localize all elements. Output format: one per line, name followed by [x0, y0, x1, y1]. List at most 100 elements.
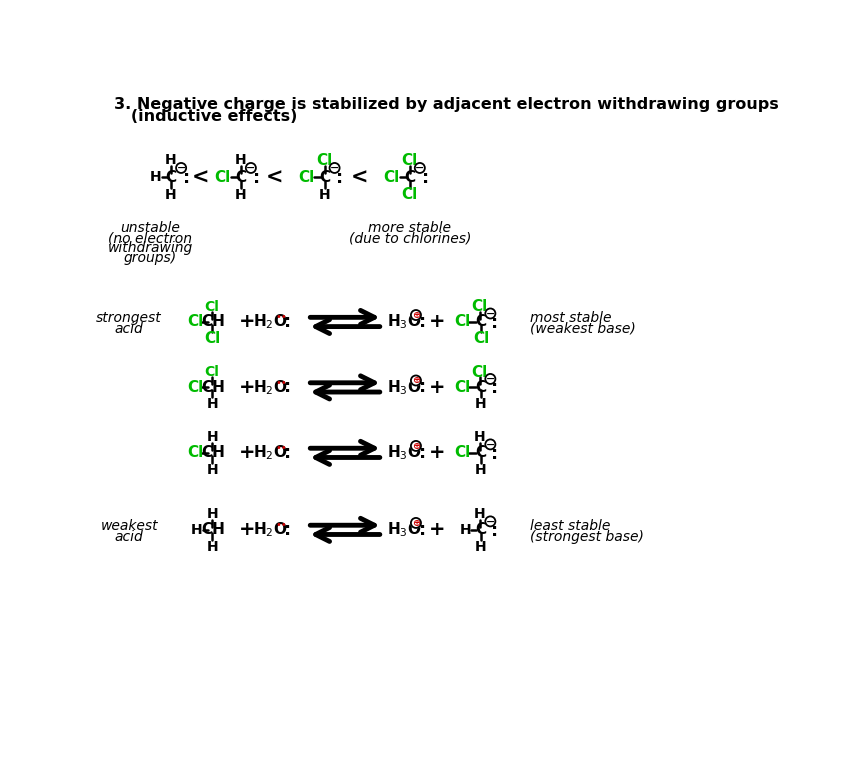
Text: withdrawing: withdrawing [108, 241, 193, 255]
Text: :: : [284, 378, 291, 396]
Text: H$_2$O: H$_2$O [253, 521, 287, 539]
Text: (inductive effects): (inductive effects) [114, 109, 297, 124]
Text: H$_2$O: H$_2$O [253, 443, 287, 462]
Text: :: : [491, 522, 499, 540]
Text: +: + [239, 520, 255, 540]
Circle shape [485, 440, 495, 449]
Text: H: H [165, 188, 177, 202]
Text: −: − [246, 163, 255, 173]
Text: C: C [476, 315, 487, 330]
Text: H$_3$O: H$_3$O [387, 443, 421, 462]
Text: groups): groups) [124, 251, 176, 265]
Text: acid: acid [115, 322, 144, 336]
Text: :: : [419, 521, 426, 539]
Text: H$_3$O: H$_3$O [387, 378, 421, 396]
Text: +: + [239, 443, 255, 462]
Text: Cl: Cl [187, 446, 203, 460]
Text: ••: •• [275, 377, 287, 388]
Text: ⊕: ⊕ [412, 375, 420, 386]
Text: H$_2$O: H$_2$O [253, 378, 287, 396]
Text: CH: CH [202, 315, 225, 330]
Text: more stable: more stable [368, 221, 452, 235]
Text: H: H [460, 523, 471, 537]
Text: H: H [165, 153, 177, 168]
Text: ••: •• [275, 443, 287, 453]
Text: −: − [176, 163, 186, 173]
Text: −: − [486, 309, 495, 318]
Text: <: < [266, 168, 283, 187]
Text: :: : [421, 169, 429, 187]
Text: +: + [428, 520, 445, 540]
Circle shape [485, 516, 495, 526]
Text: H: H [476, 463, 487, 477]
Text: :: : [491, 379, 499, 397]
Text: :: : [284, 521, 291, 539]
Text: H: H [235, 188, 247, 202]
Text: +: + [428, 312, 445, 331]
Text: acid: acid [115, 530, 144, 543]
Circle shape [485, 374, 495, 384]
Text: H: H [206, 540, 218, 554]
Text: C: C [236, 170, 246, 185]
Text: :: : [253, 169, 260, 187]
Text: H: H [191, 523, 202, 537]
Text: H: H [206, 397, 218, 412]
Text: CH: CH [202, 446, 225, 460]
Text: +: + [239, 378, 255, 397]
Text: H$_2$O: H$_2$O [253, 312, 287, 331]
Text: :: : [419, 444, 426, 462]
Text: C: C [165, 170, 176, 185]
Text: :: : [183, 169, 190, 187]
Circle shape [485, 309, 495, 318]
Text: Cl: Cl [298, 170, 314, 185]
Text: Cl: Cl [187, 315, 203, 330]
Text: −: − [415, 163, 425, 173]
Text: Cl: Cl [454, 446, 470, 460]
Text: +: + [428, 443, 445, 462]
Text: Cl: Cl [383, 170, 399, 185]
Text: ••: •• [275, 520, 287, 531]
Text: Cl: Cl [454, 380, 470, 395]
Text: Cl: Cl [205, 299, 219, 314]
Text: 3. Negative charge is stabilized by adjacent electron withdrawing groups: 3. Negative charge is stabilized by adja… [114, 97, 778, 112]
Text: Cl: Cl [402, 153, 418, 168]
Text: (weakest base): (weakest base) [530, 322, 636, 336]
Text: −: − [486, 440, 495, 449]
Text: Cl: Cl [471, 365, 488, 380]
Circle shape [176, 163, 186, 173]
Text: +: + [239, 312, 255, 331]
Text: C: C [319, 170, 330, 185]
Text: C: C [476, 522, 487, 537]
Text: CH: CH [202, 522, 225, 537]
Text: H: H [476, 540, 487, 554]
Circle shape [329, 163, 340, 173]
Text: −: − [330, 163, 339, 173]
Text: :: : [336, 169, 343, 187]
Text: H: H [476, 397, 487, 412]
Text: −: − [486, 374, 495, 384]
Text: :: : [491, 314, 499, 332]
Circle shape [411, 375, 421, 386]
Text: H: H [319, 188, 330, 202]
Text: H: H [150, 171, 162, 184]
Circle shape [411, 310, 421, 320]
Text: (no electron: (no electron [108, 231, 192, 245]
Text: CH: CH [202, 380, 225, 395]
Circle shape [415, 163, 425, 173]
Text: (strongest base): (strongest base) [530, 530, 644, 543]
Text: H$_3$O: H$_3$O [387, 521, 421, 539]
Text: :: : [284, 444, 291, 462]
Text: ••: •• [275, 312, 287, 322]
Text: H: H [206, 431, 218, 444]
Circle shape [246, 163, 256, 173]
Text: H: H [474, 507, 485, 522]
Text: (due to chlorines): (due to chlorines) [348, 231, 471, 245]
Text: C: C [476, 380, 487, 395]
Text: :: : [419, 378, 426, 396]
Text: C: C [476, 446, 487, 460]
Text: C: C [404, 170, 415, 185]
Text: +: + [428, 378, 445, 397]
Text: ⊕: ⊕ [412, 310, 420, 320]
Text: <: < [351, 168, 368, 187]
Text: Cl: Cl [204, 331, 220, 346]
